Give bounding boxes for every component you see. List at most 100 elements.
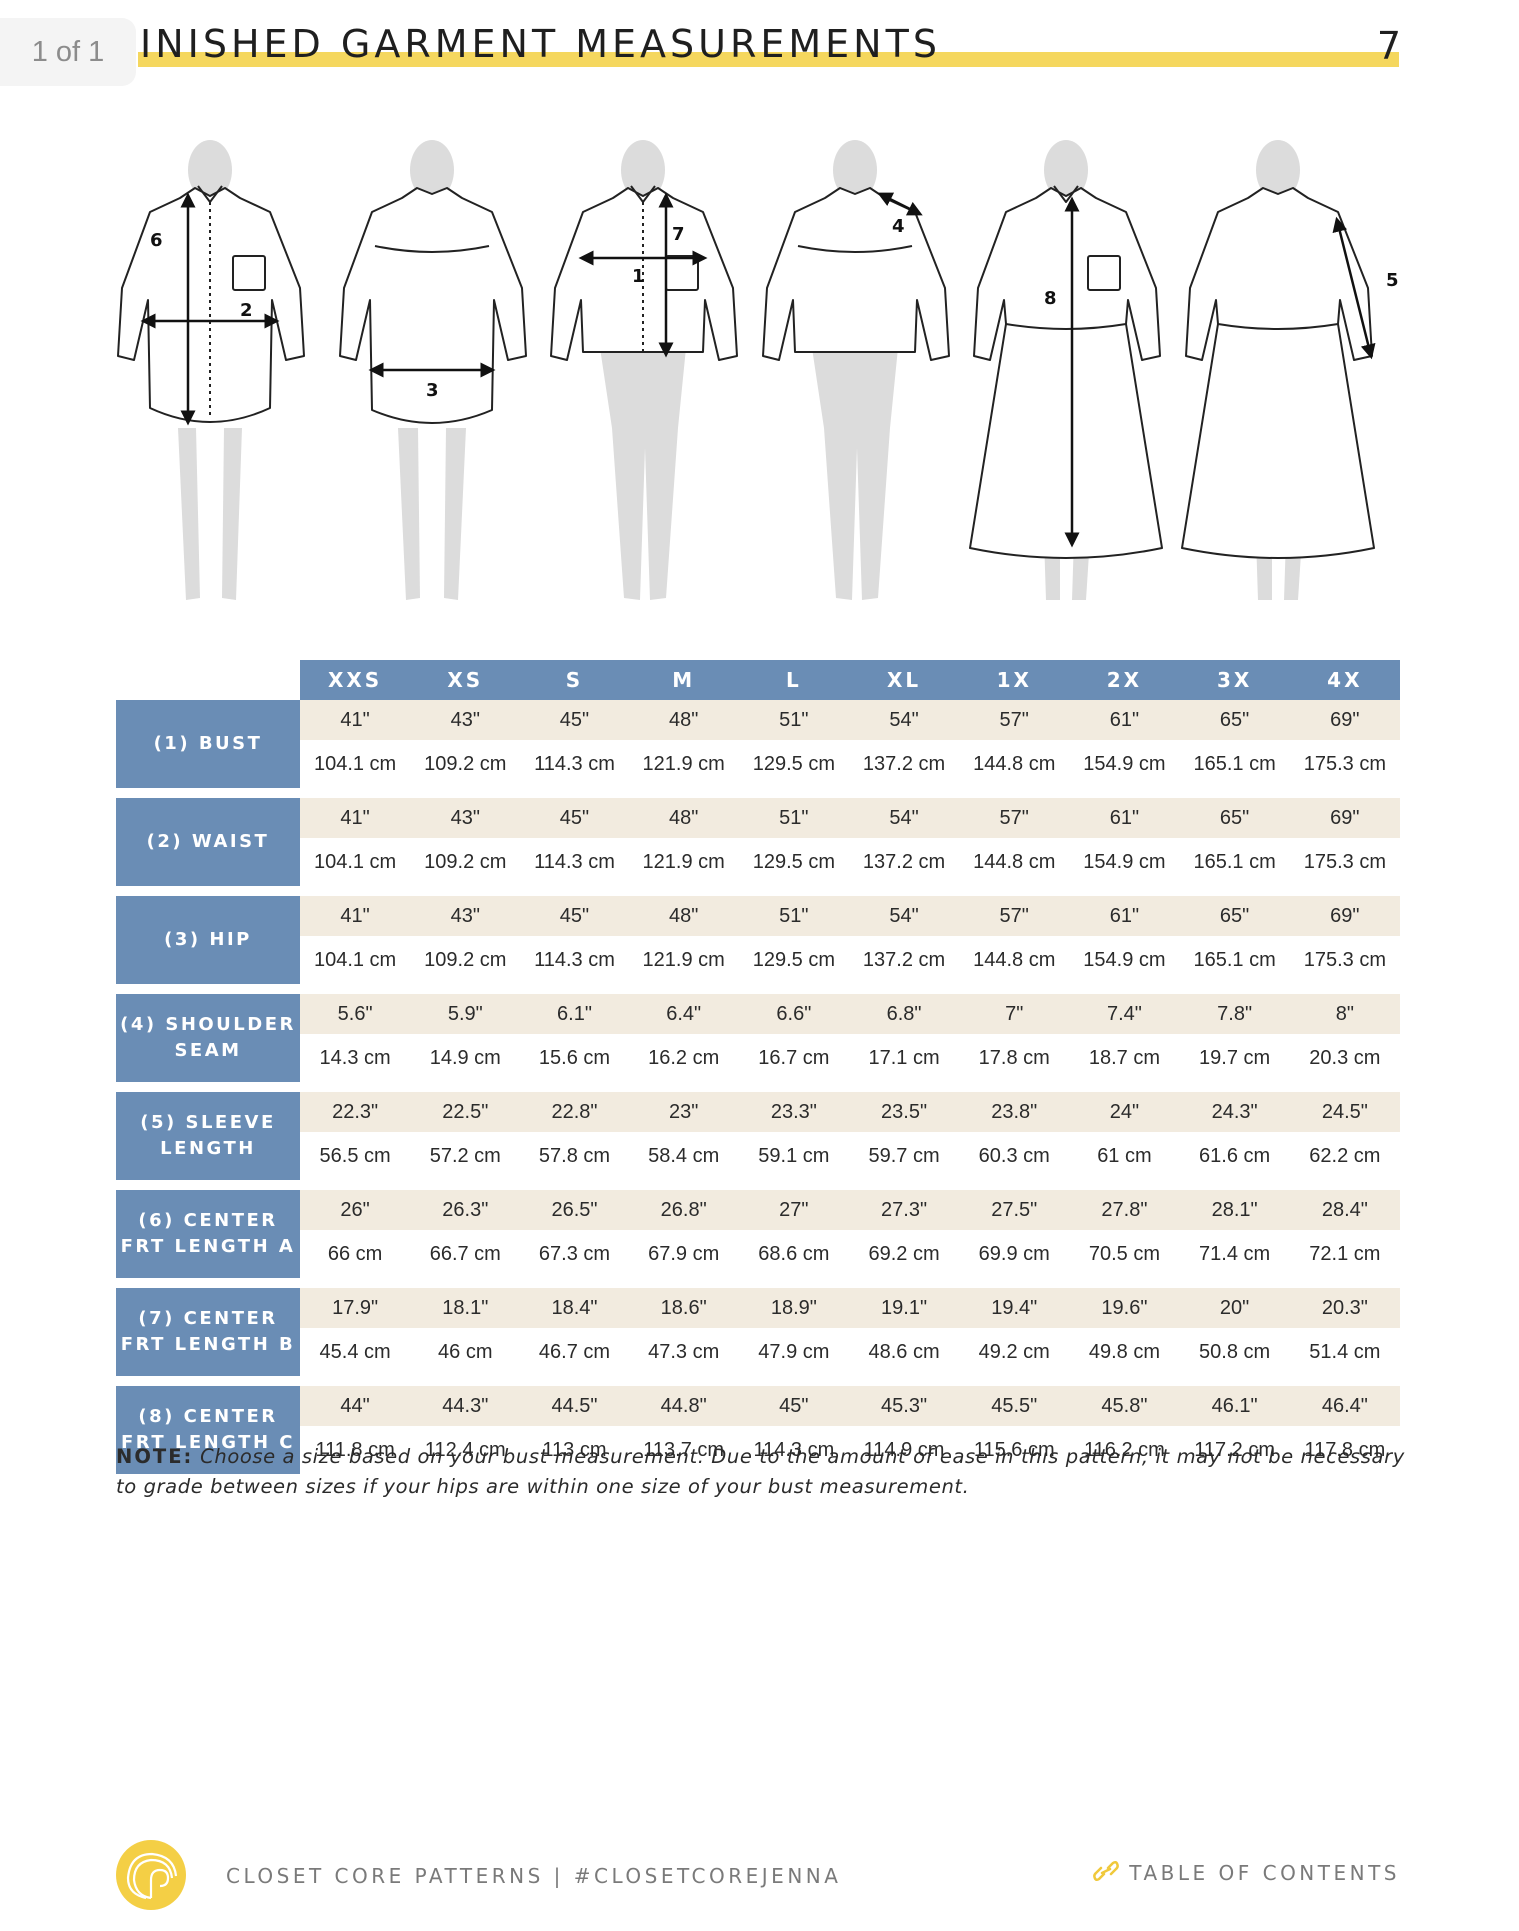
cm-value-cell: 20.3 cm <box>1289 1034 1400 1082</box>
cm-value-cell: 111.8 cm <box>300 1426 411 1474</box>
inch-value-cell: 48" <box>628 798 739 838</box>
inch-value-cell: 57" <box>959 798 1070 838</box>
cm-value-cell: 121.9 cm <box>628 740 739 788</box>
figure-label: 5 <box>1386 270 1399 291</box>
size-header: 4X <box>1289 660 1400 700</box>
cm-value-cell: 59.7 cm <box>848 1132 960 1180</box>
inch-value-cell: 23.3" <box>738 1092 849 1132</box>
cm-value-cell: 129.5 cm <box>738 740 849 788</box>
inch-value-cell: 69" <box>1289 896 1400 936</box>
cm-value-cell: 114.3 cm <box>520 740 629 788</box>
inch-value-cell: 54" <box>848 798 960 838</box>
cm-value-cell: 116.2 cm <box>1069 1426 1180 1474</box>
cm-value-cell: 117.2 cm <box>1179 1426 1290 1474</box>
cm-value-cell: 57.2 cm <box>410 1132 521 1180</box>
cm-value-cell: 144.8 cm <box>959 936 1070 984</box>
cm-value-cell: 154.9 cm <box>1069 838 1180 886</box>
cm-value-cell: 72.1 cm <box>1289 1230 1400 1278</box>
table-row-inches: (4) SHOULDER SEAM 5.6" 5.9" 6.1" 6.4" 6.6" 6.8"… <box>116 994 1400 1082</box>
cm-value-cell: 113.7 cm <box>628 1426 739 1474</box>
figure-label: 6 <box>150 230 163 251</box>
inch-value-cell: 46.1" <box>1179 1386 1290 1426</box>
shirt-back-cropped <box>762 187 950 361</box>
inch-value-cell: 20.3" <box>1289 1288 1400 1328</box>
table-row-inches: (3) HIP 41" 43" 45" 48" 51" 54" 57" 61" 65" 69" <box>116 896 1400 984</box>
inch-value-cell: 28.4" <box>1289 1190 1400 1230</box>
link-icon <box>1093 1860 1120 1886</box>
inch-value-cell: 48" <box>628 700 739 740</box>
size-header: XL <box>848 660 960 700</box>
measurements-table: XXS XS S M L XL 1X 2X 3X 4X (1) BUST 41" 4… <box>116 660 1400 1474</box>
inch-value-cell: 8" <box>1289 994 1400 1034</box>
row-spacer <box>116 788 1400 798</box>
measurement-label: (2) WAIST <box>116 798 300 886</box>
spacer-cell <box>116 1376 1400 1386</box>
cm-value-cell: 121.9 cm <box>628 838 739 886</box>
figure-label: 4 <box>892 216 905 237</box>
spacer-cell <box>116 984 1400 994</box>
note-label: NOTE: <box>116 1445 194 1468</box>
cm-value-cell: 18.7 cm <box>1069 1034 1180 1082</box>
table-row-inches: (7) CENTER FRT LENGTH B 17.9" 18.1" 18.4" 18.… <box>116 1288 1400 1376</box>
inch-value-cell: 45" <box>520 896 629 936</box>
cm-value-cell: 117.8 cm <box>1289 1426 1400 1474</box>
figure-label: 2 <box>240 300 253 321</box>
cm-value-cell: 66.7 cm <box>410 1230 521 1278</box>
table-row-inches: (6) CENTER FRT LENGTH A 26" 26.3" 26.5" 26.8"… <box>116 1190 1400 1278</box>
inch-value-cell: 57" <box>959 896 1070 936</box>
inch-value-cell: 46.4" <box>1289 1386 1400 1426</box>
cm-value-cell: 14.3 cm <box>300 1034 411 1082</box>
inch-value-cell: 7" <box>959 994 1070 1034</box>
inch-value-cell: 18.6" <box>628 1288 739 1328</box>
cm-value-cell: 112.4 cm <box>410 1426 521 1474</box>
closet-core-logo-icon <box>116 1840 186 1910</box>
page-number: 7 <box>1376 24 1401 68</box>
row-spacer <box>116 1180 1400 1190</box>
cm-value-cell: 115.6 cm <box>959 1426 1070 1474</box>
cm-value-cell: 69.2 cm <box>848 1230 960 1278</box>
cm-value-cell: 14.9 cm <box>410 1034 521 1082</box>
inch-value-cell: 19.6" <box>1069 1288 1180 1328</box>
figure-label: 3 <box>426 380 439 401</box>
inch-value-cell: 5.6" <box>300 994 411 1034</box>
footer-brand: CLOSET CORE PATTERNS | #CLOSETCOREJENNA <box>226 1864 842 1888</box>
inch-value-cell: 43" <box>410 896 521 936</box>
inch-value-cell: 51" <box>738 798 849 838</box>
cm-value-cell: 109.2 cm <box>410 936 521 984</box>
row-spacer <box>116 984 1400 994</box>
figure-label: 7 <box>672 224 685 245</box>
cm-value-cell: 144.8 cm <box>959 838 1070 886</box>
cm-value-cell: 51.4 cm <box>1289 1328 1400 1376</box>
size-header: XS <box>410 660 521 700</box>
inch-value-cell: 51" <box>738 700 849 740</box>
cm-value-cell: 57.8 cm <box>520 1132 629 1180</box>
size-header: L <box>738 660 849 700</box>
size-header: 3X <box>1179 660 1290 700</box>
cm-value-cell: 137.2 cm <box>848 740 960 788</box>
dress-back <box>1181 187 1375 559</box>
measurement-label: (1) BUST <box>116 700 300 788</box>
inch-value-cell: 61" <box>1069 700 1180 740</box>
table-row-cm: 66 cm 66.7 cm 67.3 cm 67.9 cm 68.6 cm 69.2 cm… <box>116 1230 1400 1278</box>
cm-value-cell: 69.9 cm <box>959 1230 1070 1278</box>
inch-value-cell: 18.1" <box>410 1288 521 1328</box>
table-row-inches: (8) CENTER FRT LENGTH C 44" 44.3" 44.5" 44.8"… <box>116 1386 1400 1474</box>
inch-value-cell: 44.5" <box>520 1386 629 1426</box>
inch-value-cell: 28.1" <box>1179 1190 1290 1230</box>
figure-silhouette-2 <box>398 140 466 600</box>
cm-value-cell: 61 cm <box>1069 1132 1180 1180</box>
cm-value-cell: 67.3 cm <box>520 1230 629 1278</box>
size-header: 1X <box>959 660 1070 700</box>
spacer-cell <box>116 1278 1400 1288</box>
table-row-inches: (5) SLEEVE LENGTH 22.3" 22.5" 22.8" 23" 23.3" 2… <box>116 1092 1400 1180</box>
cm-value-cell: 17.1 cm <box>848 1034 960 1082</box>
inch-value-cell: 24.5" <box>1289 1092 1400 1132</box>
spacer-cell <box>116 886 1400 896</box>
table-row-cm: 14.3 cm 14.9 cm 15.6 cm 16.2 cm 16.7 cm 17.1 … <box>116 1034 1400 1082</box>
table-of-contents-link[interactable]: TABLE OF CONTENTS <box>1093 1860 1400 1886</box>
cm-value-cell: 16.2 cm <box>628 1034 739 1082</box>
figure-label: 8 <box>1044 288 1057 309</box>
cm-value-cell: 45.4 cm <box>300 1328 411 1376</box>
measurement-label-line: (2) WAIST <box>146 831 270 852</box>
cm-value-cell: 68.6 cm <box>738 1230 849 1278</box>
